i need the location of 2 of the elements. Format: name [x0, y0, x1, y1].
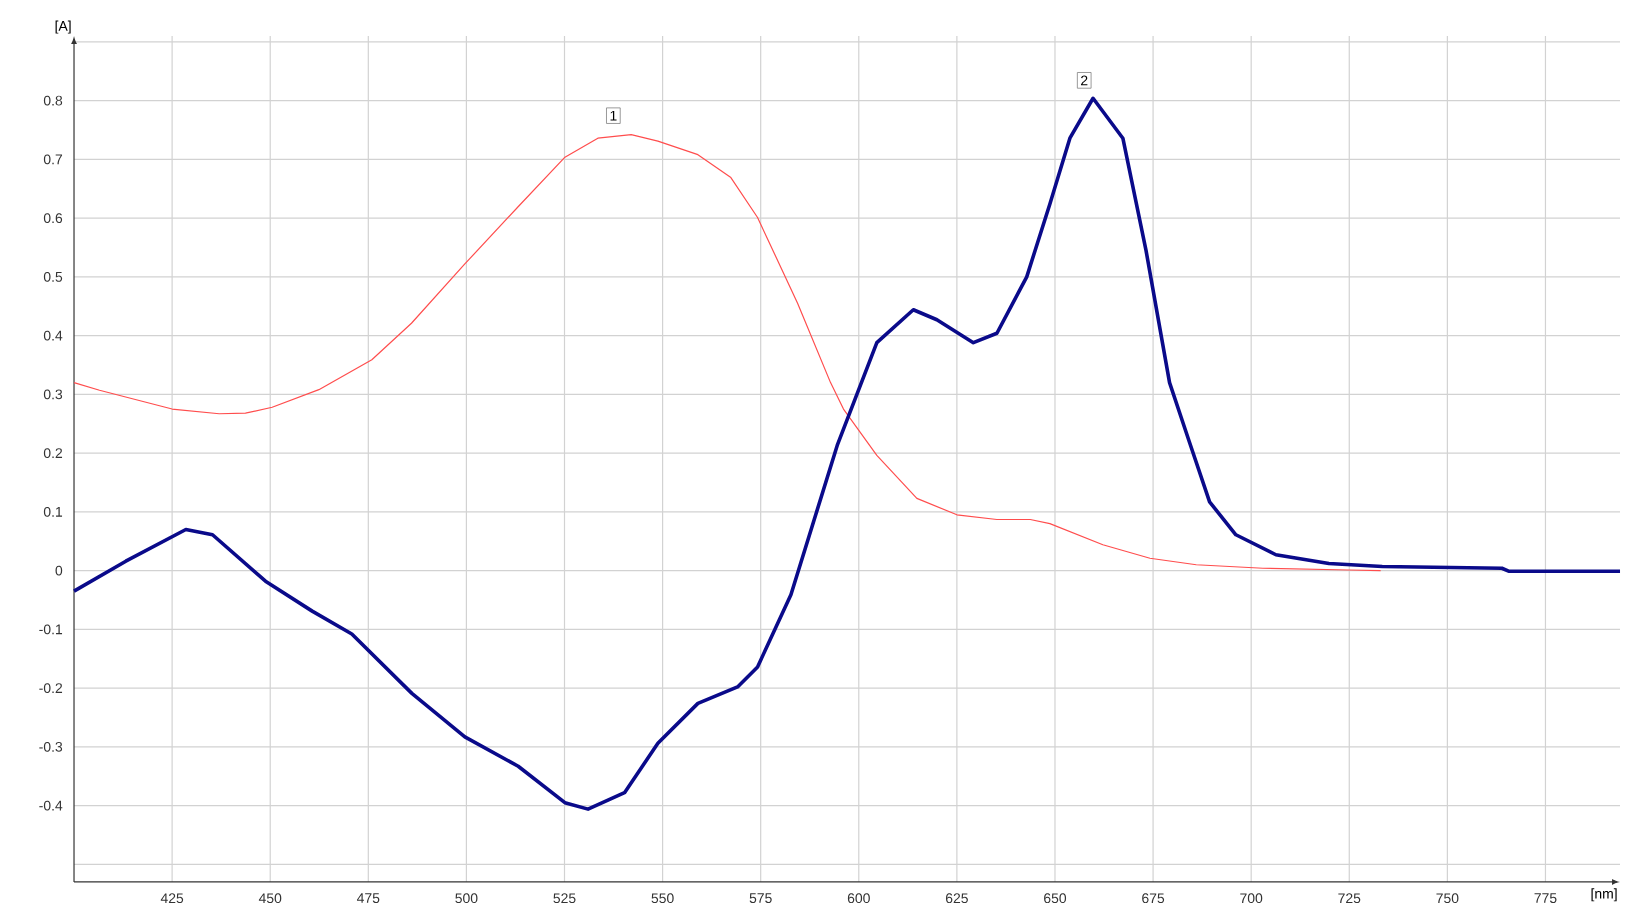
line-series [72, 96, 1622, 811]
line-series [73, 134, 1382, 572]
